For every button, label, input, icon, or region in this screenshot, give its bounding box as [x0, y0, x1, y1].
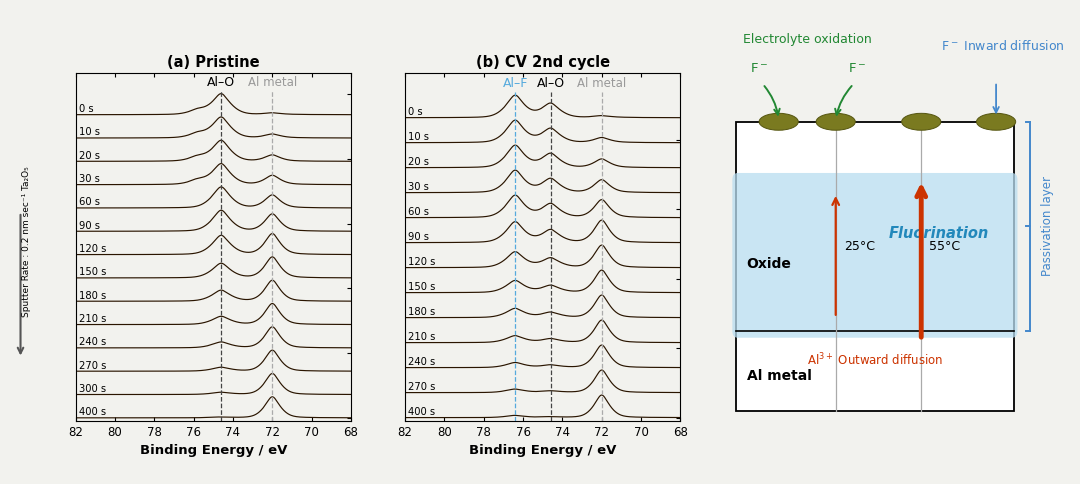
Text: 180 s: 180 s [408, 307, 435, 317]
FancyBboxPatch shape [732, 173, 1017, 338]
Title: (a) Pristine: (a) Pristine [167, 55, 259, 70]
X-axis label: Binding Energy / eV: Binding Energy / eV [469, 444, 617, 457]
Text: Al–F: Al–F [502, 77, 528, 90]
Text: 25°C: 25°C [845, 240, 876, 253]
Ellipse shape [902, 113, 941, 130]
Text: 240 s: 240 s [79, 337, 106, 347]
Text: 240 s: 240 s [408, 357, 435, 367]
Text: 210 s: 210 s [408, 332, 435, 342]
Text: Al–O: Al–O [207, 76, 235, 89]
Text: Al metal: Al metal [577, 77, 626, 90]
Text: 180 s: 180 s [79, 290, 106, 301]
Text: Al$^{3+}$ Outward diffusion: Al$^{3+}$ Outward diffusion [807, 352, 943, 368]
Ellipse shape [759, 113, 798, 130]
Text: Al metal: Al metal [746, 369, 811, 382]
Text: 120 s: 120 s [79, 244, 106, 254]
Text: 90 s: 90 s [79, 221, 99, 231]
Text: 30 s: 30 s [408, 182, 429, 192]
Text: 400 s: 400 s [79, 407, 106, 417]
Text: Sputter Rate : 0.2 nm sec⁻¹ Ta₂O₅: Sputter Rate : 0.2 nm sec⁻¹ Ta₂O₅ [23, 166, 31, 318]
Text: 210 s: 210 s [79, 314, 106, 324]
Text: 10 s: 10 s [79, 127, 99, 137]
Text: Al–O: Al–O [537, 77, 565, 90]
Text: 60 s: 60 s [408, 207, 429, 217]
Text: 400 s: 400 s [408, 407, 435, 417]
Ellipse shape [816, 113, 855, 130]
Text: 90 s: 90 s [408, 232, 429, 242]
Text: 300 s: 300 s [79, 384, 106, 394]
Text: Fluorination: Fluorination [889, 226, 989, 241]
Text: Al metal: Al metal [247, 76, 297, 89]
Text: F$^-$ Inward diffusion: F$^-$ Inward diffusion [942, 39, 1065, 53]
Text: Oxide: Oxide [746, 257, 792, 271]
Text: 60 s: 60 s [79, 197, 99, 207]
Text: Passivation layer: Passivation layer [1041, 176, 1054, 276]
Text: 20 s: 20 s [79, 151, 99, 161]
Text: 20 s: 20 s [408, 157, 429, 167]
X-axis label: Binding Energy / eV: Binding Energy / eV [139, 444, 287, 457]
Ellipse shape [976, 113, 1015, 130]
Text: 270 s: 270 s [408, 382, 435, 392]
Text: 270 s: 270 s [79, 361, 106, 371]
Text: F$^-$: F$^-$ [750, 62, 768, 75]
Text: 10 s: 10 s [408, 132, 429, 142]
Text: 0 s: 0 s [79, 104, 93, 114]
FancyBboxPatch shape [735, 122, 1014, 411]
Text: 55°C: 55°C [929, 240, 960, 253]
Text: 120 s: 120 s [408, 257, 435, 267]
Text: 30 s: 30 s [79, 174, 99, 184]
Title: (b) CV 2nd cycle: (b) CV 2nd cycle [475, 55, 610, 70]
Text: F$^-$: F$^-$ [848, 62, 866, 75]
Text: 150 s: 150 s [408, 282, 435, 292]
Text: Electrolyte oxidation: Electrolyte oxidation [743, 33, 872, 46]
Text: 150 s: 150 s [79, 267, 106, 277]
Text: 0 s: 0 s [408, 107, 422, 117]
